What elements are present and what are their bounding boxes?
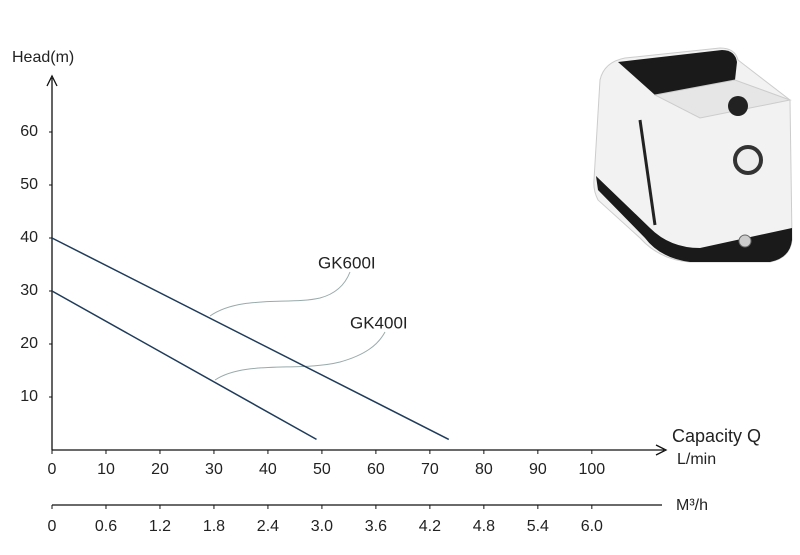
x2-tick-label: 0.6	[95, 518, 117, 535]
series-label: GK400I	[350, 313, 408, 332]
x2-tick-label: 3.0	[311, 518, 333, 535]
series-line	[51, 237, 450, 441]
x2-tick-label: 5.4	[527, 518, 549, 535]
x2-axis-unit: M³/h	[676, 497, 708, 514]
x-tick-label: 60	[367, 461, 385, 478]
x-axis-label: Capacity Q	[672, 426, 761, 446]
x2-tick-label: 1.2	[149, 518, 171, 535]
x-tick-label: 30	[205, 461, 223, 478]
x-tick-label: 100	[578, 461, 605, 478]
leader-line	[214, 331, 386, 381]
x-tick-label: 90	[529, 461, 547, 478]
y-tick-label: 60	[20, 123, 38, 140]
x2-tick-label: 4.8	[473, 518, 495, 535]
x2-tick-label: 2.4	[257, 518, 279, 535]
x2-tick-label: 1.8	[203, 518, 225, 535]
x-axis-unit: L/min	[677, 451, 716, 468]
pump-image	[593, 47, 793, 263]
x-tick-label: 20	[151, 461, 169, 478]
x2-tick-label: 0	[48, 518, 57, 535]
x-tick-label: 70	[421, 461, 439, 478]
x2-tick-label: 3.6	[365, 518, 387, 535]
x-tick-label: 0	[48, 461, 57, 478]
y-tick-label: 20	[20, 335, 38, 352]
x-tick-label: 40	[259, 461, 277, 478]
x2-tick-label: 4.2	[419, 518, 441, 535]
leader-line	[209, 271, 351, 317]
x2-tick-label: 6.0	[581, 518, 603, 535]
y-axis-label: Head(m)	[12, 49, 74, 66]
y-tick-label: 50	[20, 176, 38, 193]
x-tick-label: 80	[475, 461, 493, 478]
x-tick-label: 10	[97, 461, 115, 478]
y-tick-label: 30	[20, 282, 38, 299]
axes	[46, 74, 668, 506]
y-tick-label: 40	[20, 229, 38, 246]
series-label: GK600I	[318, 253, 376, 272]
series-line	[51, 290, 317, 441]
x-arrow	[655, 444, 668, 456]
y-tick-label: 10	[20, 388, 38, 405]
x-tick-label: 50	[313, 461, 331, 478]
y-arrow	[46, 74, 58, 87]
